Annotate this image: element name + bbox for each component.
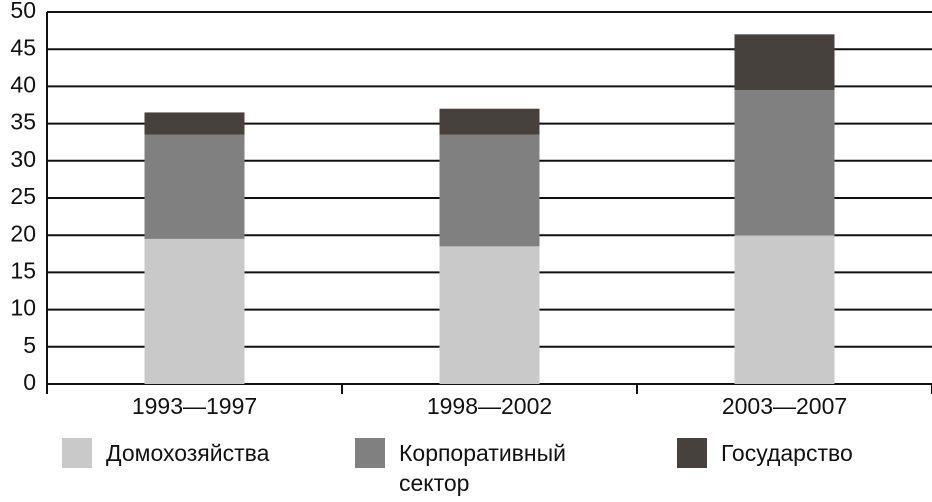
bar-segment (144, 134, 245, 239)
legend-label: Корпоративный сектор (399, 440, 566, 496)
y-tick-label: 10 (10, 295, 36, 321)
bar-segment (439, 108, 540, 135)
y-tick-label: 50 (10, 0, 36, 23)
bar-segment (144, 238, 245, 384)
bar-segment (734, 90, 835, 236)
legend-swatch (355, 438, 385, 468)
x-tick-label: 1998—2002 (427, 393, 552, 419)
bar-segment (439, 134, 540, 247)
bar-segment (734, 34, 835, 91)
y-tick-label: 5 (23, 332, 36, 358)
bar-segment (439, 246, 540, 384)
y-tick-label: 20 (10, 220, 36, 246)
x-tick-label: 1993—1997 (132, 393, 257, 419)
chart: 0 5 10 15 20 25 30 35 40 45 50 1993—1997 1998—2002 20… (10, 0, 932, 419)
y-tick-label: 45 (10, 34, 36, 60)
y-tick-label: 40 (10, 71, 36, 97)
y-tick-label: 30 (10, 146, 36, 172)
legend-swatch (62, 438, 92, 468)
legend-swatch (677, 438, 707, 468)
legend-label: Домохозяйства (106, 440, 270, 466)
legend-label: Государство (721, 440, 853, 466)
y-tick-label: 35 (10, 109, 36, 135)
legend-item: Домохозяйства (62, 438, 346, 468)
bar-segment (734, 235, 835, 384)
legend: Домохозяйства Корпоративный сектор Государ… (0, 438, 932, 502)
y-tick-label: 25 (10, 183, 36, 209)
bar-segment (144, 112, 245, 135)
legend-item: Корпоративный сектор (355, 438, 629, 498)
y-tick-label: 0 (23, 369, 36, 395)
y-tick-label: 15 (10, 257, 36, 283)
x-tick-label: 2003—2007 (722, 393, 847, 419)
legend-item: Государство (677, 438, 932, 468)
